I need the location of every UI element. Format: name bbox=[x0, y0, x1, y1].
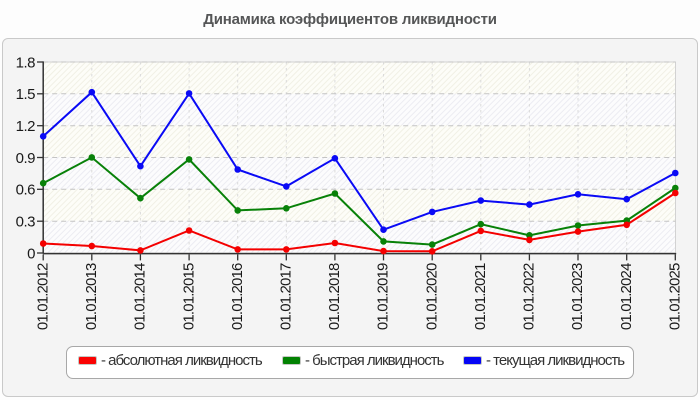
svg-text:1.8: 1.8 bbox=[16, 54, 36, 71]
svg-text:01.01.2024: 01.01.2024 bbox=[618, 263, 635, 330]
svg-text:1.2: 1.2 bbox=[16, 118, 36, 135]
svg-text:01.01.2021: 01.01.2021 bbox=[472, 263, 489, 330]
svg-text:01.01.2017: 01.01.2017 bbox=[278, 263, 295, 330]
svg-text:01.01.2014: 01.01.2014 bbox=[132, 263, 149, 330]
svg-text:0.9: 0.9 bbox=[16, 150, 36, 167]
svg-text:01.01.2019: 01.01.2019 bbox=[375, 263, 392, 330]
svg-text:0.3: 0.3 bbox=[16, 214, 36, 231]
svg-text:01.01.2022: 01.01.2022 bbox=[521, 263, 538, 330]
svg-text:01.01.2015: 01.01.2015 bbox=[180, 263, 197, 330]
svg-text:01.01.2025: 01.01.2025 bbox=[667, 263, 684, 330]
svg-text:0.6: 0.6 bbox=[16, 182, 36, 199]
svg-text:01.01.2018: 01.01.2018 bbox=[326, 263, 343, 330]
svg-text:01.01.2020: 01.01.2020 bbox=[423, 263, 440, 330]
svg-text:01.01.2023: 01.01.2023 bbox=[569, 263, 586, 330]
svg-text:1.5: 1.5 bbox=[16, 86, 36, 103]
svg-text:0: 0 bbox=[27, 245, 35, 262]
svg-text:01.01.2013: 01.01.2013 bbox=[83, 263, 100, 330]
svg-text:01.01.2012: 01.01.2012 bbox=[34, 263, 51, 330]
svg-text:01.01.2016: 01.01.2016 bbox=[229, 263, 246, 330]
